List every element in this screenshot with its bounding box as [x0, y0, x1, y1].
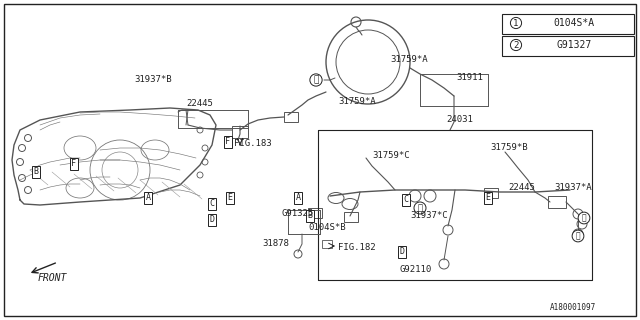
- FancyBboxPatch shape: [308, 208, 322, 218]
- Text: 31878: 31878: [262, 239, 289, 249]
- Text: B: B: [33, 167, 38, 177]
- Text: F: F: [225, 138, 230, 147]
- FancyBboxPatch shape: [322, 240, 332, 248]
- FancyBboxPatch shape: [232, 126, 248, 138]
- Text: 24031: 24031: [446, 116, 473, 124]
- Text: C: C: [403, 196, 408, 204]
- FancyBboxPatch shape: [502, 14, 634, 34]
- Text: 31759*A: 31759*A: [338, 98, 376, 107]
- Text: G91325: G91325: [282, 210, 314, 219]
- Text: 0104S*B: 0104S*B: [308, 223, 346, 233]
- Text: G91327: G91327: [556, 40, 591, 50]
- Text: A180001097: A180001097: [550, 303, 596, 312]
- Text: 22445: 22445: [186, 100, 213, 108]
- Text: E: E: [227, 194, 232, 203]
- FancyBboxPatch shape: [344, 212, 358, 222]
- Text: E: E: [486, 194, 490, 203]
- Text: 31937*C: 31937*C: [410, 212, 447, 220]
- Text: 31759*A: 31759*A: [390, 55, 428, 65]
- Text: ②: ②: [417, 204, 422, 212]
- Text: B: B: [307, 212, 312, 220]
- Text: ①: ①: [314, 76, 319, 84]
- FancyBboxPatch shape: [548, 196, 566, 208]
- FancyBboxPatch shape: [502, 36, 634, 56]
- Text: FRONT: FRONT: [37, 273, 67, 283]
- Text: F: F: [72, 159, 77, 169]
- Text: D: D: [209, 215, 214, 225]
- Text: 22445: 22445: [508, 183, 535, 193]
- Text: A: A: [145, 194, 150, 203]
- Text: A: A: [296, 194, 301, 203]
- Text: 31937*B: 31937*B: [134, 76, 172, 84]
- Text: 2: 2: [513, 41, 518, 50]
- Text: 0104S*A: 0104S*A: [554, 18, 595, 28]
- FancyBboxPatch shape: [484, 188, 498, 198]
- Text: FIG.182: FIG.182: [338, 244, 376, 252]
- Text: 31937*A: 31937*A: [554, 183, 591, 193]
- Text: 31759*C: 31759*C: [372, 151, 410, 161]
- Text: ①: ①: [582, 213, 586, 222]
- Text: FIG.183: FIG.183: [234, 140, 271, 148]
- Text: G92110: G92110: [400, 266, 432, 275]
- Text: 31911: 31911: [456, 74, 483, 83]
- Text: 31759*B: 31759*B: [490, 143, 527, 153]
- Text: 1: 1: [513, 19, 518, 28]
- Text: C: C: [209, 199, 214, 209]
- FancyBboxPatch shape: [284, 112, 298, 122]
- Text: ①: ①: [576, 231, 580, 241]
- Text: D: D: [399, 247, 404, 257]
